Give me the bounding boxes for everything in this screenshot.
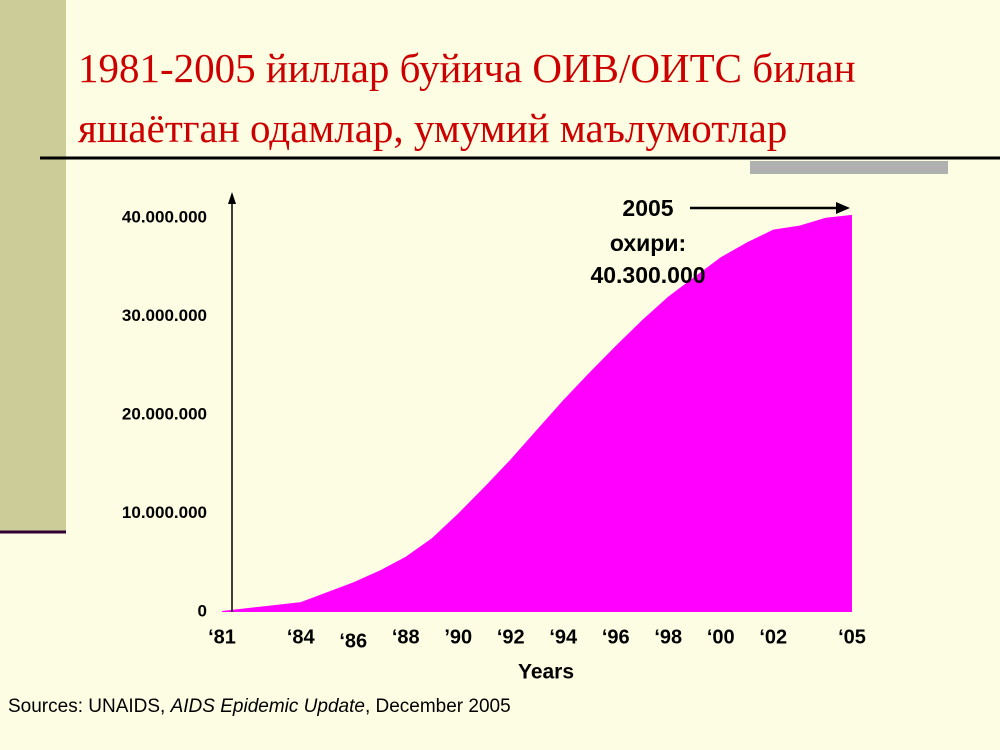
x-tick-label: ‘05 xyxy=(838,626,866,648)
source: Sources: UNAIDS, AIDS Epidemic Update, D… xyxy=(8,696,511,718)
side-strip xyxy=(0,0,66,532)
y-tick-label: 30.000.000 xyxy=(122,306,207,325)
x-tick-label: ’90 xyxy=(444,626,472,648)
x-tick-label: ‘88 xyxy=(392,626,420,648)
y-tick-label: 0 xyxy=(198,601,207,620)
x-tick-label: ‘92 xyxy=(497,626,525,648)
x-tick-label: ‘00 xyxy=(707,626,735,648)
source-title: AIDS Epidemic Update xyxy=(170,696,365,717)
x-axis-label: Years xyxy=(518,661,574,684)
annotation: охири: xyxy=(610,230,686,256)
axis-arrow xyxy=(228,192,236,204)
area xyxy=(222,214,852,612)
x-tick-label: ‘02 xyxy=(759,626,787,648)
x-tick-label: ‘98 xyxy=(654,626,682,648)
annotation-arrowhead xyxy=(836,202,850,214)
x-tick-label: ‘96 xyxy=(602,626,630,648)
title-bar xyxy=(750,161,948,174)
y-tick-label: 20.000.000 xyxy=(122,404,207,423)
x-tick-label: ‘86 xyxy=(339,630,367,652)
y-tick-label: 40.000.000 xyxy=(122,207,207,226)
x-tick-label: ‘81 xyxy=(208,626,236,648)
x-tick-label: ‘84 xyxy=(287,626,316,648)
annotation: 40.300.000 xyxy=(590,262,705,288)
plot xyxy=(222,214,852,612)
source-text: Sources: UNAIDS, xyxy=(8,696,171,717)
slide-title: 1981-2005 йиллар буйича ОИВ/ОИТС билан я… xyxy=(78,45,856,151)
y-tick-label: 10.000.000 xyxy=(122,503,207,522)
source-text: , December 2005 xyxy=(364,696,511,717)
x-tick-label: ‘94 xyxy=(549,626,578,648)
annotation: 2005 xyxy=(622,195,673,221)
